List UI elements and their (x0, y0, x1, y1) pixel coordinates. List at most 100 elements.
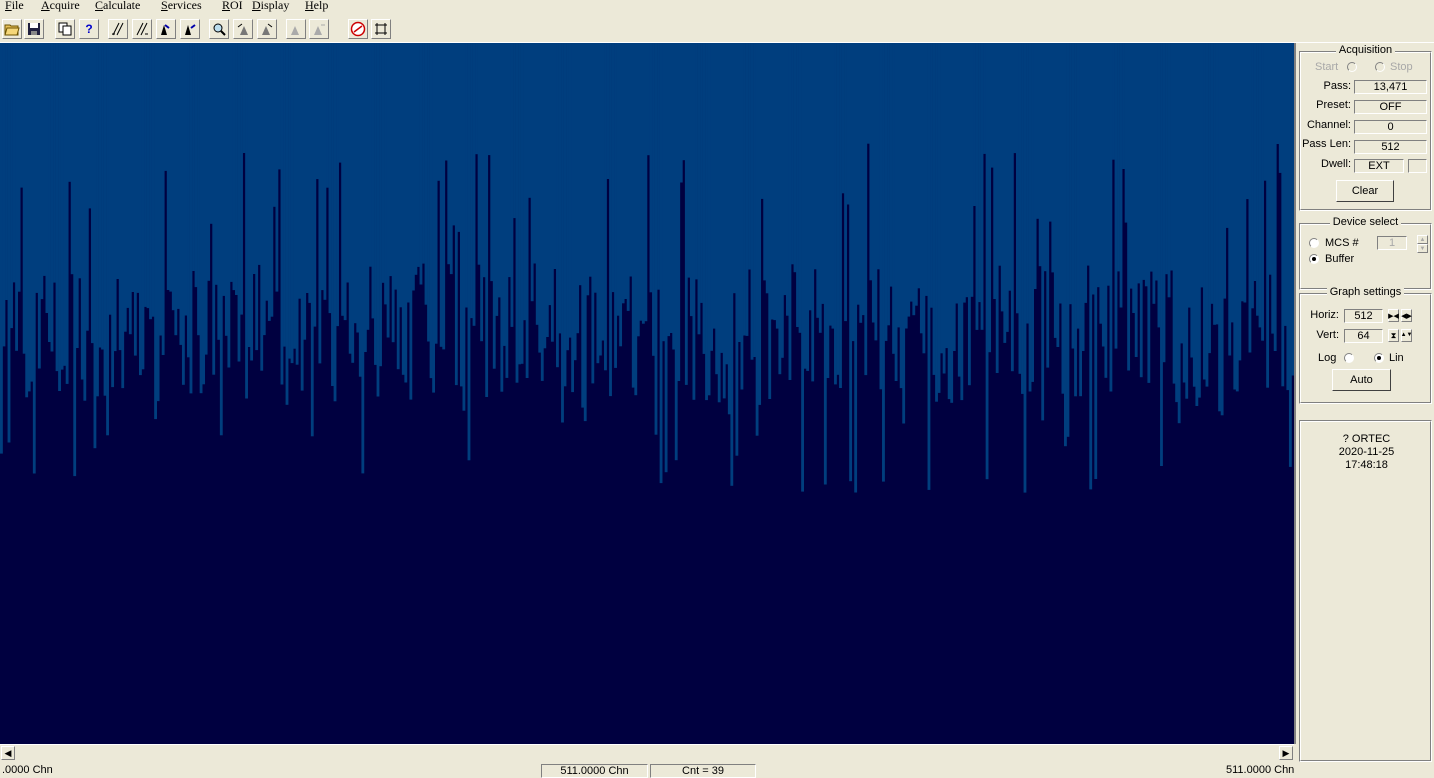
pass-field: 13,471 (1354, 80, 1427, 94)
spectrum-channel (1041, 43, 1045, 421)
buffer-radio[interactable] (1309, 254, 1319, 264)
spectrum-channel (947, 43, 951, 400)
roi-mark-icon[interactable] (286, 19, 306, 39)
spectrum-channel (1225, 43, 1229, 228)
spectrum-channel (30, 43, 34, 382)
spectrum-channel (912, 43, 916, 316)
log-radio[interactable] (1344, 353, 1354, 363)
spectrum-channel (1172, 43, 1176, 384)
spectrum-channel (849, 43, 853, 482)
peak-right-icon[interactable] (180, 19, 200, 39)
spectrum-channel (217, 43, 221, 340)
menu-help[interactable]: Help (305, 0, 329, 12)
spectrum-channel (146, 43, 150, 309)
vert-expand-icon[interactable]: ▲▼ (1401, 329, 1412, 342)
spectrum-channel (983, 43, 986, 154)
spectrum-channel (1013, 43, 1017, 154)
spectrum-channel (187, 43, 190, 358)
stop-radio[interactable] (1375, 62, 1385, 72)
spectrum-channel (1185, 43, 1189, 399)
mcs-radio[interactable] (1309, 238, 1319, 248)
spectrum-channel (786, 43, 789, 316)
spectrum-channel (647, 43, 650, 156)
spectrum-channel (85, 43, 89, 331)
horiz-shrink-icon[interactable]: ▶◀ (1388, 309, 1399, 322)
roi-next-icon[interactable] (257, 19, 277, 39)
spectrum-channel (818, 43, 822, 333)
spectrum-channel (318, 43, 322, 364)
menu-services[interactable]: Services (161, 0, 202, 12)
menu-file[interactable]: File (5, 0, 24, 12)
open-folder-icon[interactable] (2, 19, 22, 39)
mcs-number-field[interactable]: 1 (1377, 236, 1407, 250)
spectrum-channel (1160, 43, 1163, 466)
lin-radio[interactable] (1374, 353, 1384, 363)
copy-icon[interactable] (55, 19, 75, 39)
spectrum-channel (409, 43, 413, 400)
spectrum-channel (919, 43, 923, 334)
spectrum-channel (374, 43, 377, 365)
save-disk-icon[interactable] (24, 19, 44, 39)
horiz-expand-icon[interactable]: ◀▶ (1401, 309, 1412, 322)
spectrum-channel (141, 43, 145, 370)
spectrum-channel (1170, 43, 1173, 271)
spectrum-channel (601, 43, 605, 341)
horizontal-scrollbar[interactable]: ◀ ▶ (0, 744, 1294, 761)
spectrum-channel (151, 43, 155, 317)
spectrum-channel (566, 43, 569, 351)
spectrum-channel (237, 43, 241, 362)
scroll-left-arrow-icon[interactable]: ◀ (1, 746, 15, 760)
start-radio[interactable] (1347, 62, 1357, 72)
spectrum-channel (320, 43, 324, 291)
spectrum-channel (40, 43, 44, 300)
spectrum-channel (1112, 43, 1115, 160)
ortec-logo-icon[interactable] (348, 19, 368, 39)
spectrum-channel (101, 43, 104, 350)
spectrum-channel (414, 43, 418, 275)
spectrum-channel (90, 43, 94, 344)
dwell-label: Dwell: (1321, 158, 1351, 170)
peak-left-icon[interactable] (156, 19, 176, 39)
roi-clear-icon[interactable] (309, 19, 329, 39)
auto-button[interactable]: Auto (1332, 369, 1391, 391)
spectrum-channel (652, 43, 655, 356)
spectrum-channel (242, 43, 246, 153)
spectrum-channel (384, 43, 387, 305)
spectrum-channel (717, 43, 721, 403)
spectrum-channel (96, 43, 99, 397)
spectrum-channel (1288, 43, 1292, 467)
vert-shrink-icon[interactable]: ⧗ (1388, 329, 1399, 342)
spectrum-channel (598, 43, 602, 356)
marker-left-icon[interactable] (108, 19, 128, 39)
channel-label: Channel: (1306, 119, 1351, 131)
spectrum-channel (1258, 43, 1262, 328)
menu-acquire[interactable]: Acquire (41, 0, 80, 12)
roi-prev-icon[interactable] (233, 19, 253, 39)
spectrum-channel (702, 43, 706, 354)
spectrum-channel (578, 43, 582, 286)
mcs-down-arrow-icon[interactable]: ▼ (1417, 244, 1428, 253)
spectrum-channel (88, 43, 92, 209)
mcs-up-arrow-icon[interactable]: ▲ (1417, 235, 1428, 244)
spectrum-channel (1147, 43, 1151, 383)
spectrum-channel (358, 43, 362, 377)
zoom-icon[interactable] (209, 19, 229, 39)
spectrum-display[interactable] (0, 43, 1296, 744)
help-icon[interactable]: ? (79, 19, 99, 39)
spectrum-channel (548, 43, 552, 306)
spectrum-channel (1137, 43, 1141, 284)
spectrum-channel (1187, 43, 1191, 308)
scroll-right-arrow-icon[interactable]: ▶ (1279, 746, 1293, 760)
menu-roi[interactable]: ROI (222, 0, 243, 12)
spectrum-channel (932, 43, 936, 375)
marker-right-icon[interactable] (132, 19, 152, 39)
spectrum-channel (821, 43, 825, 304)
menu-calculate[interactable]: Calculate (95, 0, 141, 12)
spectrum-channel (543, 43, 547, 349)
spectrum-channel (1079, 43, 1083, 397)
menu-display[interactable]: Display (252, 0, 290, 12)
fullscreen-icon[interactable] (371, 19, 391, 39)
acquisition-group: Acquisition Start Stop Pass: 13,471 Pres… (1299, 44, 1432, 211)
clear-button[interactable]: Clear (1336, 180, 1394, 202)
spectrum-channel (914, 43, 918, 306)
